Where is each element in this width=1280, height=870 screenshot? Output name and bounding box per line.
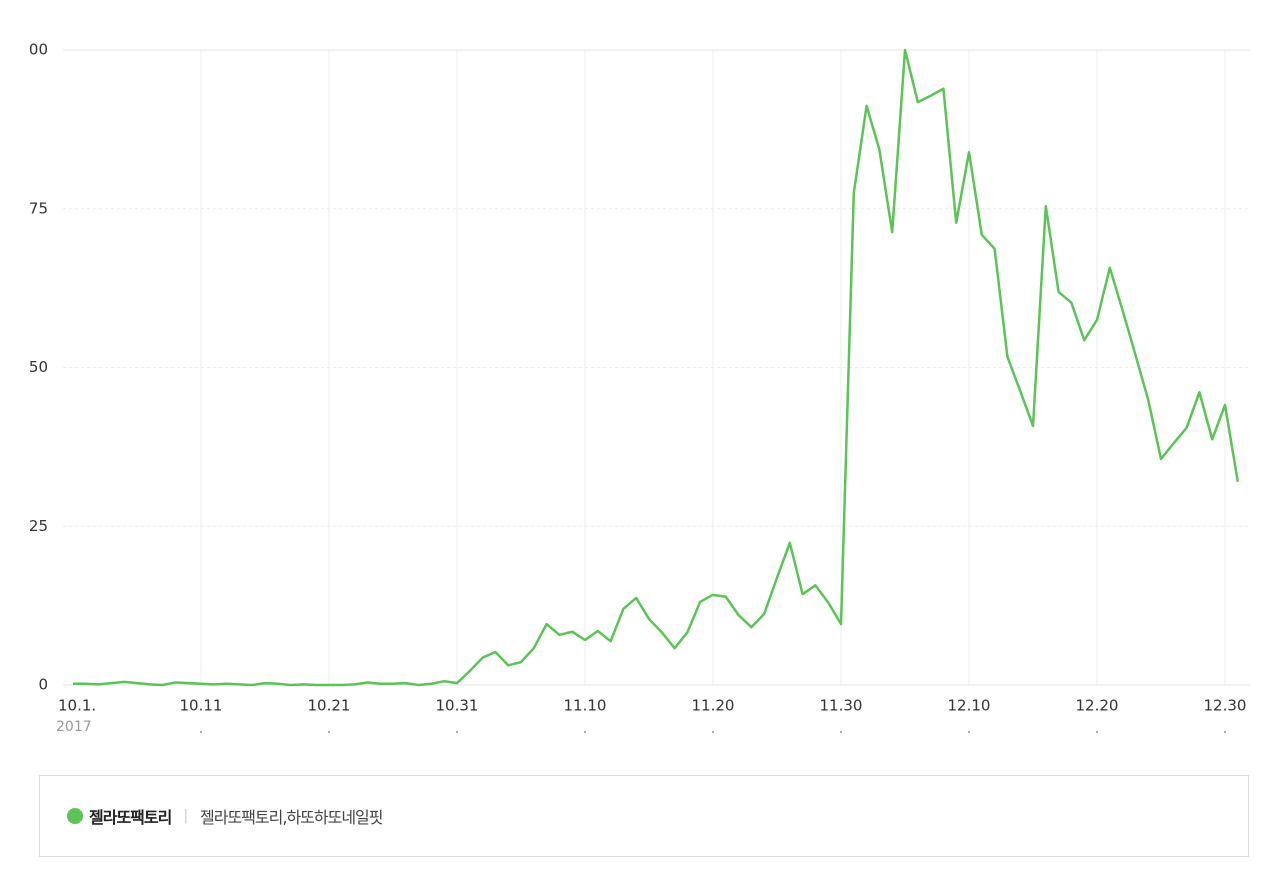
separator: | xyxy=(183,808,189,824)
y-tick-label: 00 xyxy=(29,41,48,59)
tick-dot xyxy=(840,731,842,733)
tick-dot xyxy=(1096,731,1098,733)
y-tick-label: 0 xyxy=(38,676,48,694)
tick-dot xyxy=(968,731,970,733)
line-series xyxy=(73,48,1240,687)
x-tick-label: 11.10 xyxy=(564,697,607,715)
y-tick-label: 50 xyxy=(29,358,48,376)
x-tick-label: 11.30 xyxy=(820,697,863,715)
x-tick-label: 10.1. xyxy=(58,697,96,715)
legend-keywords: 젤라또팩토리,하또하또네일핏 xyxy=(200,808,383,827)
legend-label: 젤라또팩토리 xyxy=(89,808,172,827)
x-tick-label: 12.20 xyxy=(1076,697,1119,715)
legend: 젤라또팩토리 | 젤라또팩토리,하또하또네일핏 xyxy=(39,775,1249,857)
tick-dot xyxy=(584,731,586,733)
x-tick-label: 10.21 xyxy=(308,697,351,715)
x-tick-label: 12.10 xyxy=(948,697,991,715)
tick-dot xyxy=(200,731,202,733)
tick-dot xyxy=(456,731,458,733)
x-tick-label: 11.20 xyxy=(692,697,735,715)
tick-dot xyxy=(1224,731,1226,733)
y-tick-label: 25 xyxy=(29,517,48,535)
x-tick-label: 12.30 xyxy=(1204,697,1247,715)
legend-swatch xyxy=(67,808,83,824)
year-label: 2017 xyxy=(56,719,92,735)
tick-dot xyxy=(328,731,330,733)
x-tick-label: 10.11 xyxy=(180,697,223,715)
tick-dot xyxy=(712,731,714,733)
x-tick-label: 10.31 xyxy=(436,697,479,715)
chart: 0 25 50 75 00 10.1. 2017 10.11 10.21 10.31 11.10 11… xyxy=(29,41,1250,735)
y-tick-label: 75 xyxy=(29,199,48,217)
